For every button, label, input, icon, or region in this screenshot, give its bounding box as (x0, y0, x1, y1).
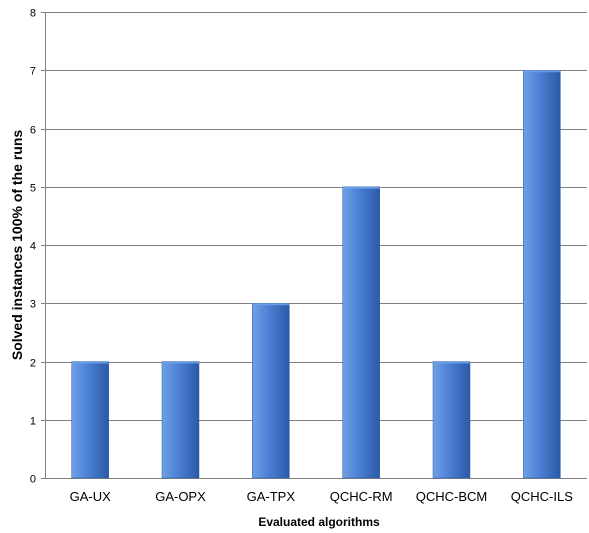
bar-highlight (523, 70, 561, 73)
x-tick-label: QCHC-ILS (511, 489, 573, 504)
bar-highlight (433, 361, 470, 364)
y-tick-label: 6 (30, 125, 36, 137)
y-tick-label: 0 (30, 474, 36, 486)
y-axis-title: Solved instances 100% of the runs (9, 130, 25, 361)
y-tick-label: 5 (30, 183, 36, 195)
bar-highlight (162, 361, 199, 364)
bar-highlight (252, 303, 290, 306)
gridlines (45, 12, 587, 421)
axes (41, 12, 587, 479)
bar-highlight (342, 186, 380, 189)
bar-ga-tpx (252, 303, 290, 479)
y-tick-label: 3 (30, 299, 36, 311)
bar-qchc-ils (523, 70, 561, 479)
x-tick-labels: GA-UX GA-OPX GA-TPX QCHC-RM QCHC-BCM QCHC-ILS (70, 489, 574, 504)
y-tick-labels: 0 1 2 3 4 5 6 7 8 (30, 8, 36, 486)
y-tick-label: 8 (30, 8, 36, 20)
x-tick-label: QCHC-RM (330, 489, 393, 504)
y-tick-label: 7 (30, 66, 36, 78)
x-tick-label: GA-OPX (155, 489, 206, 504)
bars (71, 70, 561, 479)
bar-qchc-rm (342, 186, 380, 479)
bar-qchc-bcm (432, 361, 471, 479)
x-tick-label: QCHC-BCM (416, 489, 488, 504)
x-tick-label: GA-UX (70, 489, 112, 504)
y-tick-label: 4 (30, 241, 36, 253)
x-tick-label: GA-TPX (247, 489, 296, 504)
bar-highlight (71, 361, 109, 364)
bar-ga-opx (161, 361, 200, 479)
x-axis-title: Evaluated algorithms (258, 515, 380, 529)
y-tick-label: 2 (30, 358, 36, 370)
bar-ga-ux (71, 361, 109, 479)
y-tick-label: 1 (30, 416, 36, 428)
